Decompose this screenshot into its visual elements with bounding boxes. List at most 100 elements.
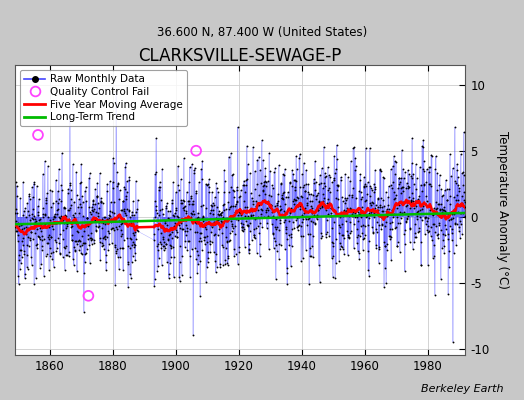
Point [356,233,364,240]
Point [199,214,207,220]
Point [256,241,264,248]
Point [286,210,294,216]
Point [432,223,440,229]
Point [232,251,240,257]
Point [339,246,347,252]
Point [302,166,310,173]
Point [296,184,304,191]
Point [160,247,168,254]
Point [168,196,176,203]
Point [178,272,186,278]
Point [431,292,439,298]
Point [408,135,417,141]
Point [134,228,142,234]
Point [435,222,444,228]
Point [44,240,52,246]
Point [252,225,260,231]
Point [447,225,456,232]
Point [100,220,108,227]
Point [199,218,208,224]
Point [303,222,312,229]
Point [446,192,454,199]
Point [350,208,358,214]
Point [188,246,196,252]
Point [45,236,53,242]
Point [179,204,188,210]
Point [20,275,29,281]
Point [79,228,88,234]
Point [232,198,241,205]
Point [360,184,368,190]
Point [74,210,83,216]
Point [174,163,182,169]
Point [344,233,353,240]
Point [361,198,369,204]
Point [457,200,466,206]
Point [343,227,352,234]
Point [300,182,309,188]
Point [180,207,189,214]
Point [91,186,100,193]
Point [345,213,354,219]
Point [350,245,358,252]
Point [170,210,179,216]
Point [116,254,124,260]
Point [367,199,376,205]
Point [31,229,39,236]
Point [418,206,427,212]
Point [108,225,116,231]
Point [105,241,113,247]
Point [217,218,225,224]
Point [267,193,276,199]
Point [101,236,110,242]
Point [365,144,374,151]
Point [248,198,257,204]
Point [129,253,137,259]
Point [87,230,95,236]
Point [402,180,411,186]
Point [204,181,213,188]
Point [153,268,161,274]
Point [205,176,213,182]
Point [100,213,108,220]
Point [358,210,367,216]
Point [178,226,186,232]
Point [372,242,380,248]
Point [455,185,464,191]
Point [26,196,35,202]
Point [51,220,59,226]
Point [241,189,249,195]
Point [73,268,81,274]
Point [347,228,355,234]
Point [403,213,412,219]
Point [384,232,392,239]
Point [52,177,60,183]
Point [42,200,50,206]
Point [193,270,202,276]
Point [48,223,56,230]
Point [424,169,433,176]
Point [99,242,107,249]
Point [181,222,190,228]
Point [445,248,454,254]
Point [383,247,391,253]
Point [324,210,333,217]
Point [299,216,308,222]
Point [385,208,394,215]
Point [271,238,280,244]
Point [56,215,64,222]
Point [352,208,361,214]
Point [231,209,239,216]
Point [250,186,259,192]
Point [69,256,77,262]
Point [19,248,28,254]
Point [305,191,313,198]
Point [82,198,91,204]
Point [291,184,299,190]
Point [303,195,311,202]
Point [446,216,455,222]
Point [21,271,29,277]
Point [128,212,136,218]
Point [412,202,421,209]
Point [250,234,258,240]
